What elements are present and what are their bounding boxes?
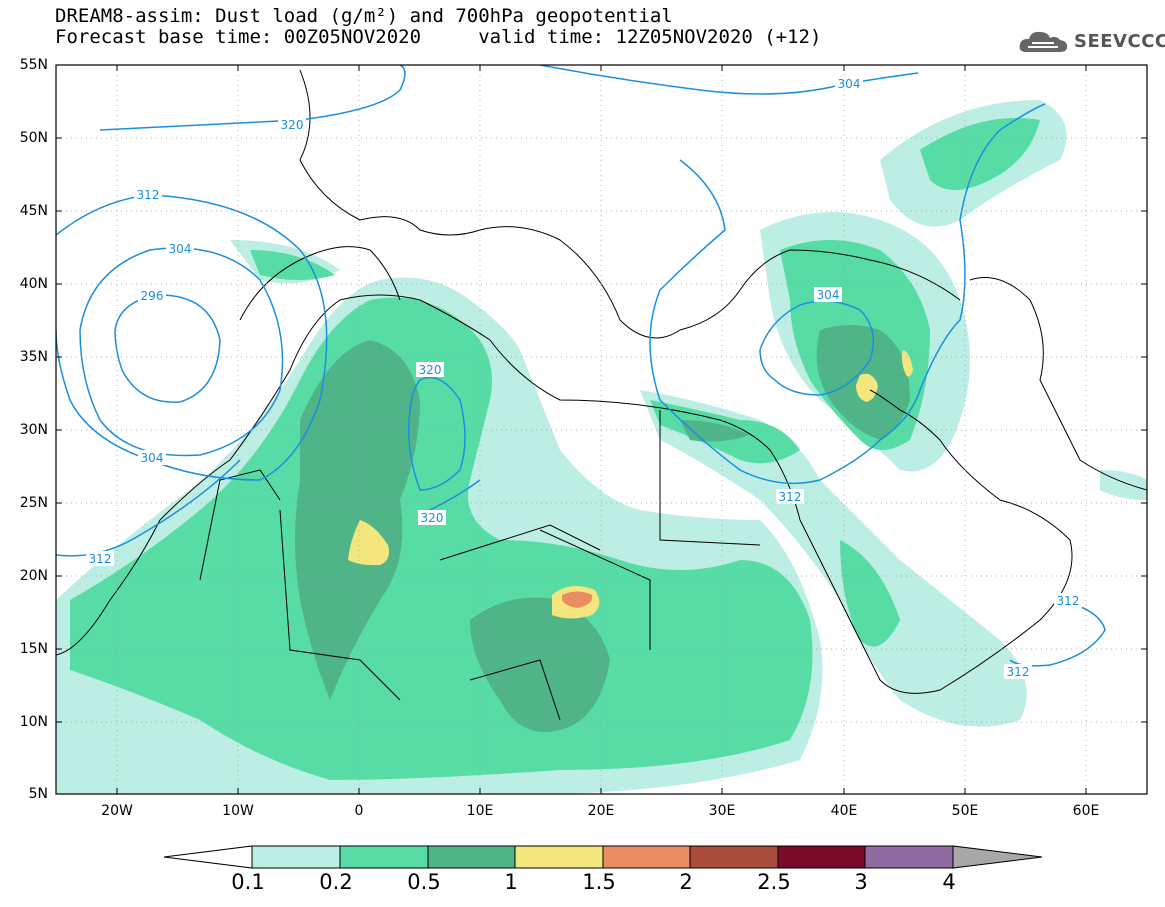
lat-label: 50N [19, 130, 48, 146]
contour-label: 320 [281, 118, 304, 132]
map-frame [55, 64, 1148, 795]
map-title: DREAM8-assim: Dust load (g/m²) and 700hP… [55, 5, 673, 27]
lon-label: 0 [354, 803, 364, 819]
contour-labels: 304 320 312 304 296 320 304 320 312 304 … [86, 76, 1082, 679]
colorbar-swatch [339, 845, 429, 869]
colorbar-swatch [777, 845, 866, 869]
contour-label: 304 [838, 77, 861, 91]
colorbar-swatch [251, 845, 341, 869]
lat-label: 45N [19, 203, 48, 219]
lon-label: 50E [951, 803, 979, 819]
lon-label: 20E [587, 803, 615, 819]
contour-label: 320 [421, 511, 444, 525]
colorbar-swatch [689, 845, 779, 869]
contour-label: 304 [817, 288, 840, 302]
dust-shade-1.5 [562, 591, 593, 608]
colorbar-label: 0.1 [231, 870, 265, 894]
contour-label: 296 [141, 289, 164, 303]
coastlines [56, 69, 1147, 794]
cloud-logo-icon [1019, 31, 1068, 52]
colorbar-under [163, 845, 253, 869]
contour-label: 304 [141, 451, 164, 465]
lat-label: 25N [19, 495, 48, 511]
graticule [56, 65, 1147, 794]
colorbar-swatch [427, 845, 516, 869]
colorbar-label: 1.5 [582, 870, 616, 894]
colorbar-swatch [864, 845, 954, 869]
lon-label: 10W [222, 803, 254, 819]
lon-label: 60E [1072, 803, 1100, 819]
colorbar-swatch [602, 845, 691, 869]
lat-label: 10N [19, 714, 48, 730]
lat-label: 5N [28, 786, 48, 802]
lat-label: 55N [19, 57, 48, 73]
lon-label: 40E [830, 803, 858, 819]
contour-label: 312 [137, 188, 160, 202]
colorbar-label: 3 [854, 870, 868, 894]
colorbar-label: 2.5 [757, 870, 791, 894]
contour-label: 312 [89, 552, 112, 566]
logo: SEEVCCC [1018, 28, 1165, 54]
colorbar-label: 4 [942, 870, 956, 894]
lat-label: 35N [19, 349, 48, 365]
forecast-times: Forecast base time: 00Z05NOV2020 valid t… [55, 26, 822, 48]
colorbar [163, 845, 1043, 869]
colorbar-over [952, 845, 1043, 869]
colorbar-label: 2 [679, 870, 693, 894]
logo-text: SEEVCCC [1074, 30, 1165, 52]
lat-label: 40N [19, 276, 48, 292]
contour-label: 312 [1057, 594, 1080, 608]
colorbar-swatch [514, 845, 604, 869]
colorbar-label: 0.2 [319, 870, 353, 894]
contour-label: 304 [169, 242, 192, 256]
contour-label: 312 [779, 490, 802, 504]
lat-label: 15N [19, 641, 48, 657]
lon-label: 30E [708, 803, 736, 819]
colorbar-label: 1 [504, 870, 518, 894]
lon-label: 10E [466, 803, 494, 819]
dust-map: 304 320 312 304 296 320 304 320 312 304 … [55, 64, 1148, 795]
lat-label: 20N [19, 568, 48, 584]
contour-label: 312 [1007, 665, 1030, 679]
lon-label: 20W [101, 803, 133, 819]
lat-label: 30N [19, 422, 48, 438]
contour-label: 320 [419, 363, 442, 377]
colorbar-label: 0.5 [407, 870, 441, 894]
